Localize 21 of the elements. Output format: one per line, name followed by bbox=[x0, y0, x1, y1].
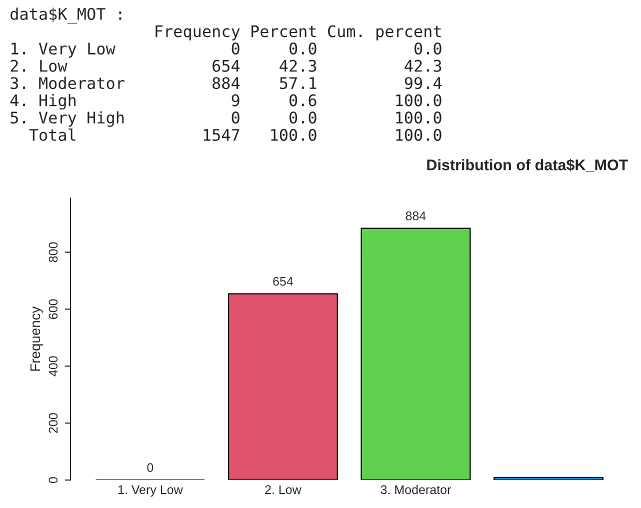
y-tick-label: 0 bbox=[48, 477, 58, 484]
chart-title: Distribution of data$K_MOT bbox=[427, 158, 628, 172]
data-label: 654 bbox=[273, 276, 294, 286]
x-tick-label: 3. Moderator bbox=[380, 484, 451, 494]
y-tick-label: 800 bbox=[48, 242, 58, 262]
y-axis-title: Frequency bbox=[30, 306, 43, 371]
text: Frequency Percent Cum. percent bbox=[156, 25, 441, 40]
text: 1. Very Low 0 0.0 0.0 bbox=[12, 42, 442, 58]
data-label: 884 bbox=[406, 211, 426, 220]
text: 2. Low 654 42.3 42.3 bbox=[10, 60, 442, 72]
x-tick-label: 1. Very Low bbox=[118, 485, 183, 497]
text: data$K_MOT : bbox=[10, 8, 122, 24]
x-tick-label: 2. Low bbox=[265, 485, 302, 494]
text: Total 1547 100.0 100.0 bbox=[29, 128, 442, 141]
y-tick-label: 400 bbox=[48, 356, 58, 376]
text: 4. High 9 0.6 100.0 bbox=[10, 94, 442, 110]
y-tick-label: 600 bbox=[48, 299, 58, 319]
y-tick-label: 200 bbox=[48, 413, 58, 433]
text: 3. Moderator 884 57.1 99.4 bbox=[10, 76, 442, 90]
data-label: 0 bbox=[147, 463, 154, 472]
text: 5. Very High 0 0.0 100.0 bbox=[10, 111, 442, 127]
